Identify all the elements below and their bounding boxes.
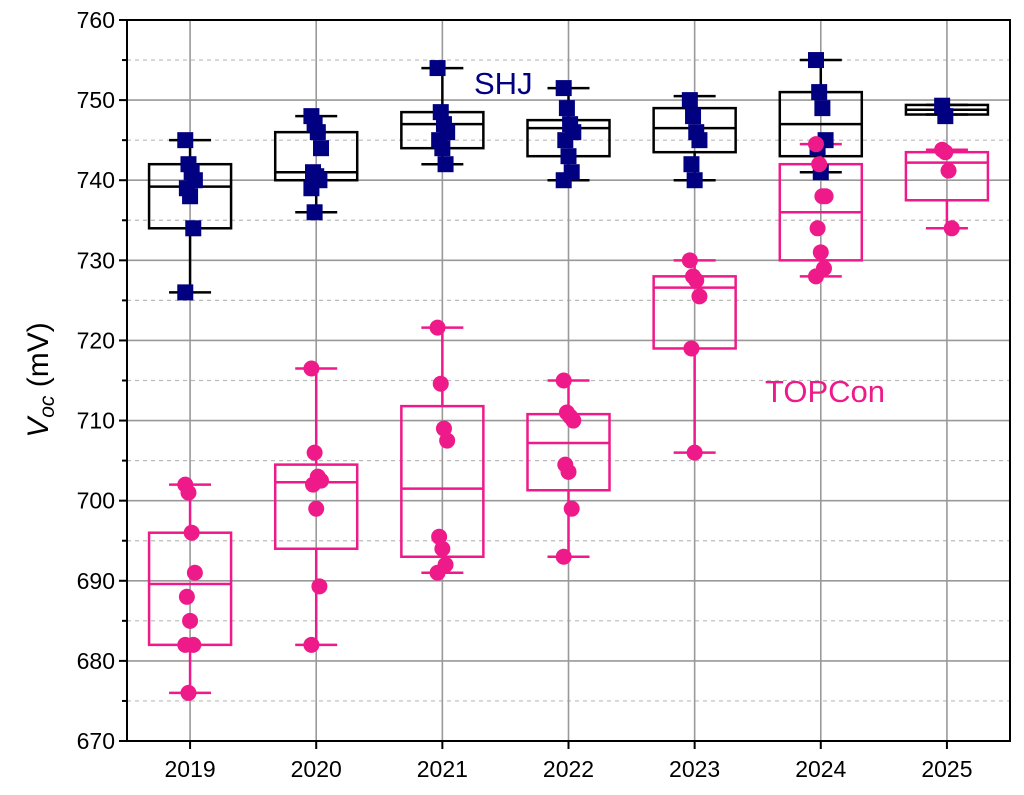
- data-point-circle: [177, 636, 194, 653]
- data-point-square: [691, 132, 708, 149]
- data-point-circle: [811, 156, 828, 173]
- data-point-circle: [688, 272, 705, 289]
- data-point-circle: [308, 500, 325, 517]
- x-tick-label: 2023: [669, 756, 720, 782]
- y-tick-label: 670: [77, 728, 115, 754]
- x-tick-label: 2021: [417, 756, 468, 782]
- data-point-square: [685, 108, 702, 125]
- data-point-square: [558, 100, 575, 117]
- data-point-square: [807, 52, 824, 69]
- data-point-circle: [555, 372, 572, 389]
- y-axis-label-unit: (mV): [22, 322, 55, 395]
- data-point-square: [686, 172, 703, 189]
- box: [652, 106, 737, 154]
- data-point-circle: [807, 136, 824, 153]
- data-point-square: [555, 80, 572, 97]
- x-tick-label: 2025: [921, 756, 972, 782]
- data-point-circle: [303, 636, 320, 653]
- data-point-square: [557, 132, 574, 149]
- data-point-square: [182, 188, 199, 205]
- data-point-circle: [434, 540, 451, 557]
- data-point-circle: [435, 420, 452, 437]
- data-point-circle: [305, 476, 322, 493]
- data-point-square: [177, 132, 194, 149]
- data-point-square: [432, 104, 449, 121]
- data-point-circle: [812, 244, 829, 261]
- data-point-circle: [681, 252, 698, 269]
- data-point-square: [185, 220, 202, 237]
- data-point-square: [814, 100, 831, 117]
- data-point-circle: [943, 220, 960, 237]
- data-point-circle: [940, 162, 957, 179]
- y-tick-label: 680: [77, 648, 115, 674]
- data-point-circle: [439, 432, 456, 449]
- data-point-square: [937, 108, 954, 125]
- data-point-square: [177, 284, 194, 301]
- data-point-square: [681, 92, 698, 109]
- series-label-shj: SHJ: [474, 66, 533, 101]
- x-tick-label: 2024: [795, 756, 846, 782]
- y-axis-label-main: V: [22, 415, 55, 438]
- data-point-circle: [306, 444, 323, 461]
- box: [400, 404, 485, 558]
- data-point-circle: [180, 684, 197, 701]
- data-point-square: [309, 124, 326, 141]
- data-point-circle: [817, 188, 834, 205]
- data-point-square: [434, 140, 451, 157]
- data-point-square: [306, 204, 323, 221]
- boxes: [147, 52, 990, 701]
- data-point-square: [555, 172, 572, 189]
- x-tick-label: 2022: [543, 756, 594, 782]
- data-point-square: [437, 156, 454, 173]
- y-tick-label: 700: [77, 488, 115, 514]
- y-tick-label: 740: [77, 167, 115, 193]
- series-label-topcon: TOPCon: [765, 374, 885, 409]
- data-point-square: [303, 180, 320, 197]
- data-point-circle: [432, 375, 449, 392]
- data-point-circle: [180, 484, 197, 501]
- axes: 670 680 690 700 710 720 730 740 750 760 2019 2020 20…: [77, 7, 1011, 782]
- data-point-circle: [809, 220, 826, 237]
- x-tick-label: 2020: [291, 756, 342, 782]
- data-point-square: [560, 148, 577, 165]
- data-point-circle: [560, 463, 577, 480]
- x-tick-label: 2019: [164, 756, 215, 782]
- data-point-circle: [807, 268, 824, 285]
- data-point-circle: [565, 412, 582, 429]
- data-point-circle: [563, 500, 580, 517]
- data-point-circle: [555, 548, 572, 565]
- data-point-circle: [683, 340, 700, 357]
- data-point-circle: [303, 360, 320, 377]
- y-tick-label: 760: [77, 7, 115, 33]
- data-point-circle: [186, 564, 203, 581]
- data-point-square: [429, 60, 446, 77]
- y-tick-label: 730: [77, 247, 115, 273]
- data-point-circle: [429, 564, 446, 581]
- data-point-circle: [429, 319, 446, 336]
- data-point-circle: [182, 612, 199, 629]
- y-tick-label: 710: [77, 408, 115, 434]
- data-point-square: [313, 140, 330, 157]
- data-point-circle: [431, 528, 448, 545]
- data-point-circle: [691, 288, 708, 305]
- y-tick-label: 750: [77, 87, 115, 113]
- data-point-circle: [178, 588, 195, 605]
- box: [273, 463, 359, 550]
- y-axis-label: Voc (mV): [22, 322, 59, 438]
- y-axis-label-subscript: oc: [36, 395, 59, 418]
- y-tick-label: 720: [77, 327, 115, 353]
- data-point-circle: [311, 578, 328, 595]
- data-point-square: [683, 156, 700, 173]
- y-tick-label: 690: [77, 568, 115, 594]
- data-point-square: [811, 84, 828, 101]
- data-point-circle: [686, 444, 703, 461]
- data-point-circle: [183, 524, 200, 541]
- data-point-circle: [937, 144, 954, 161]
